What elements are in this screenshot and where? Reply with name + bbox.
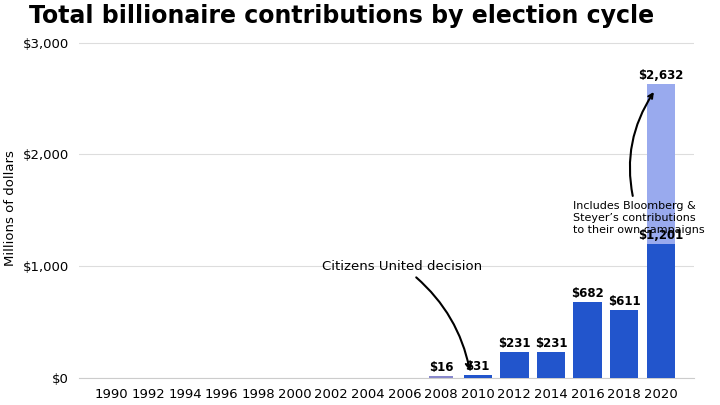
Text: Includes Bloomberg &
Steyer’s contributions
to their own campaigns: Includes Bloomberg & Steyer’s contributi… <box>573 94 705 234</box>
Text: $231: $231 <box>535 337 567 350</box>
Bar <box>573 302 602 378</box>
Y-axis label: Millions of dollars: Millions of dollars <box>4 149 17 266</box>
Text: $1,201: $1,201 <box>638 229 683 242</box>
Bar <box>464 375 492 378</box>
Text: $16: $16 <box>429 361 454 374</box>
Text: $231: $231 <box>498 337 531 350</box>
Text: $611: $611 <box>608 295 641 308</box>
Text: Total billionaire contributions by election cycle: Total billionaire contributions by elect… <box>30 4 654 28</box>
Bar <box>647 84 675 244</box>
Text: $31: $31 <box>466 360 490 373</box>
Text: Citizens United decision: Citizens United decision <box>322 260 482 369</box>
Bar <box>537 352 565 378</box>
Bar <box>610 310 639 378</box>
Bar <box>647 244 675 378</box>
Bar <box>429 376 453 378</box>
Text: $682: $682 <box>571 287 604 300</box>
Bar <box>500 352 528 378</box>
Text: $2,632: $2,632 <box>638 69 683 82</box>
